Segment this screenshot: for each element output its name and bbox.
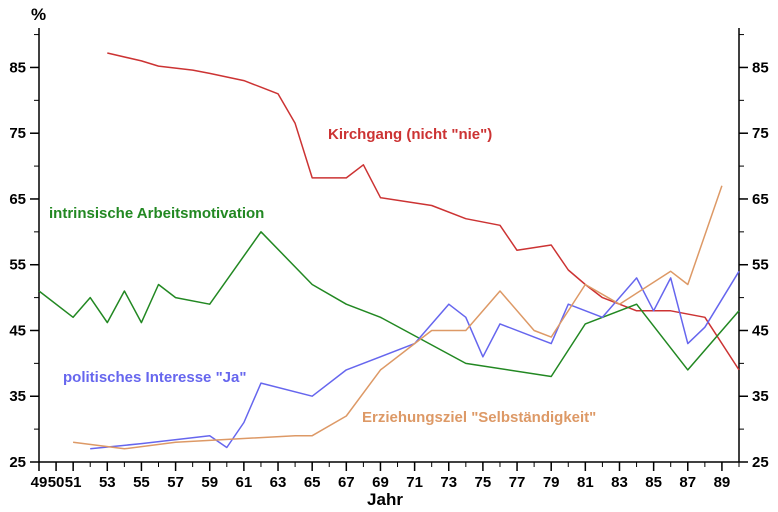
series-lines (38, 52, 740, 450)
y-tick-label-right: 75 (752, 125, 769, 142)
y-tick-label-left: 75 (9, 125, 26, 142)
x-tick-label: 49 (31, 474, 48, 491)
x-tick-label: 57 (167, 474, 184, 491)
y-tick-label-right: 55 (752, 257, 769, 274)
x-tick-label: 53 (99, 474, 116, 491)
x-tick-label: 69 (372, 474, 389, 491)
x-tick-label: 51 (65, 474, 82, 491)
x-tick-label: 59 (201, 474, 218, 491)
x-tick-label: 61 (236, 474, 253, 491)
right-y-axis: 25 35 45 55 65 75 85 (739, 34, 769, 471)
x-tick-label: 55 (133, 474, 150, 491)
x-tick-label: 63 (270, 474, 287, 491)
x-tick-label: 50 (48, 474, 65, 491)
y-tick-label-left: 45 (9, 322, 26, 339)
x-axis: 49 50 51 53 55 57 59 61 63 65 67 69 71 73 75 77 79 81 83 85… (31, 462, 740, 491)
series-line-arbeitsmotivation (38, 231, 740, 378)
x-tick-label: 85 (645, 474, 662, 491)
y-tick-label-left: 35 (9, 388, 26, 405)
y-tick-label-right: 45 (752, 322, 769, 339)
x-axis-title: Jahr (367, 490, 403, 509)
y-tick-label-left: 65 (9, 191, 26, 208)
series-label-erziehungsziel: Erziehungsziel "Selbständigkeit" (362, 409, 596, 426)
left-y-axis: 25 35 45 55 65 75 85 (9, 34, 39, 471)
x-tick-label: 65 (304, 474, 321, 491)
x-tick-label: 77 (509, 474, 526, 491)
series-label-kirchgang: Kirchgang (nicht "nie") (328, 126, 492, 143)
x-tick-label: 81 (577, 474, 594, 491)
x-tick-label: 73 (440, 474, 457, 491)
series-line-politisches-interesse (90, 270, 740, 450)
y-axis-unit-label: % (31, 5, 46, 24)
series-line-erziehungsziel (73, 185, 723, 450)
y-tick-label-left: 55 (9, 257, 26, 274)
y-tick-label-right: 25 (752, 454, 769, 471)
x-tick-label: 75 (475, 474, 492, 491)
y-tick-label-right: 35 (752, 388, 769, 405)
y-tick-label-left: 25 (9, 454, 26, 471)
x-tick-label: 83 (611, 474, 628, 491)
series-label-arbeitsmotivation: intrinsische Arbeitsmotivation (49, 205, 264, 222)
x-tick-label: 79 (543, 474, 560, 491)
x-tick-label: 89 (714, 474, 731, 491)
y-tick-label-right: 65 (752, 191, 769, 208)
x-tick-label: 71 (406, 474, 423, 491)
series-label-politisches-interesse: politisches Interesse "Ja" (63, 369, 246, 386)
x-tick-label: 67 (338, 474, 355, 491)
y-tick-label-left: 85 (9, 59, 26, 76)
plot-frame (38, 28, 740, 463)
x-tick-label: 87 (679, 474, 696, 491)
y-tick-label-right: 85 (752, 59, 769, 76)
